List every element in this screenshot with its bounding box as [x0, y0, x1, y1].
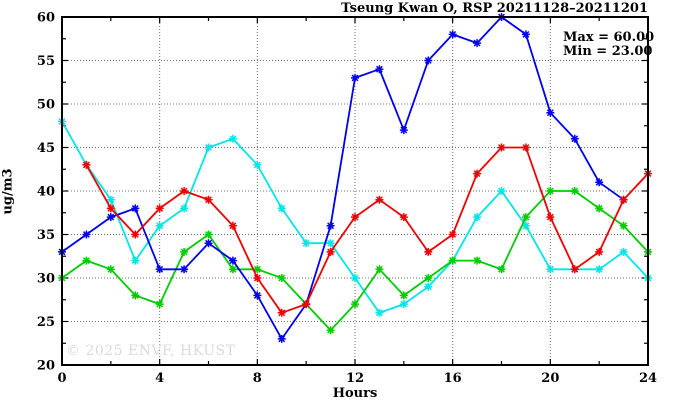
x-tick-label: 0 [57, 371, 66, 386]
series-red [85, 146, 649, 314]
y-tick-label: 55 [37, 54, 55, 69]
x-tick-label: 12 [346, 371, 364, 386]
x-tick-label: 8 [253, 371, 262, 386]
x-tick-label: 4 [155, 371, 164, 386]
max-min-annotation: Max = 60.00 Min = 23.00 [563, 31, 654, 59]
watermark: © 2025 ENVF, HKUST [66, 343, 236, 359]
x-axis-title: Hours [332, 386, 378, 401]
y-tick-label: 25 [37, 315, 55, 330]
x-tick-label: 20 [541, 371, 559, 386]
y-tick-label: 60 [37, 11, 55, 26]
x-tick-label: 24 [639, 371, 657, 386]
y-tick-label: 35 [37, 228, 55, 243]
chart-title: Tseung Kwan O, RSP 20211128–20211201 [341, 1, 648, 16]
min-annotation: Min = 23.00 [563, 44, 653, 59]
y-tick-label: 40 [37, 185, 55, 200]
y-tick-label: 20 [37, 359, 55, 374]
plot-border [61, 16, 649, 366]
max-annotation: Max = 60.00 [563, 30, 655, 45]
x-tick-label: 16 [444, 371, 462, 386]
y-tick-label: 30 [37, 272, 55, 287]
series-blue [61, 16, 625, 340]
y-axis-title: ug/m3 [0, 168, 16, 215]
y-tick-label: 45 [37, 141, 55, 156]
y-tick-label: 50 [37, 98, 55, 113]
